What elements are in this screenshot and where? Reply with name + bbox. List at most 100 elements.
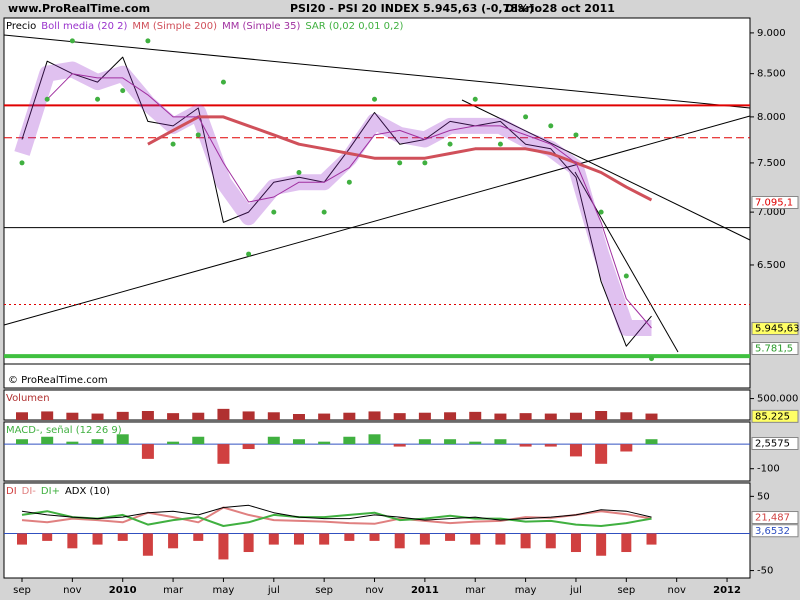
bar xyxy=(41,411,54,420)
bar xyxy=(620,412,633,420)
bar xyxy=(494,439,507,445)
bar xyxy=(394,533,405,549)
bar xyxy=(116,434,129,445)
bar xyxy=(645,439,658,445)
x-tick-label: nov xyxy=(667,585,685,596)
sar-dot xyxy=(170,141,176,147)
sar-dot xyxy=(548,123,554,129)
legend-entry: DI+ xyxy=(41,486,60,497)
sar-dot xyxy=(598,209,604,215)
price-tag-label: 2,5575 xyxy=(755,438,790,449)
y-tick-label: 9.000 xyxy=(757,28,786,39)
bar xyxy=(368,434,381,445)
bar xyxy=(544,444,557,447)
bar xyxy=(116,411,129,420)
sar-dot xyxy=(120,88,126,94)
bar xyxy=(393,413,406,420)
sar-dot xyxy=(44,96,50,102)
bar xyxy=(569,412,582,420)
date: 28 oct 2011 xyxy=(542,2,615,15)
bar xyxy=(494,413,507,420)
sar-dot xyxy=(220,79,226,85)
bar xyxy=(595,411,608,420)
sar-dot xyxy=(372,96,378,102)
trend-line xyxy=(461,99,751,241)
price-tag xyxy=(751,511,799,525)
series-line xyxy=(147,115,653,202)
bar xyxy=(192,436,205,445)
bar xyxy=(520,533,531,549)
bar xyxy=(645,413,658,420)
bar xyxy=(569,444,582,457)
period: Diario xyxy=(505,2,543,15)
series-line xyxy=(21,504,652,521)
bar xyxy=(91,413,104,420)
legend-entry: MM (Simple 200) xyxy=(132,21,217,32)
bar xyxy=(368,411,381,420)
bar xyxy=(16,412,28,420)
panel-title: Volumen xyxy=(6,393,50,404)
price-tag-label: 21,487 xyxy=(755,513,790,524)
bar xyxy=(142,533,153,556)
bar xyxy=(92,533,103,545)
trend-line xyxy=(3,34,751,109)
price-tag-label: 7.095,1 xyxy=(755,197,793,208)
bar xyxy=(519,444,532,447)
instrument: PSI20 - PSI 20 INDEX xyxy=(290,2,420,15)
bar xyxy=(369,533,380,541)
sar-dot xyxy=(649,356,654,362)
x-tick-label: may xyxy=(213,585,235,596)
x-tick-label: 2012 xyxy=(713,585,741,596)
series-line xyxy=(21,56,652,347)
bar xyxy=(620,444,633,452)
y-tick-label: -100 xyxy=(757,464,780,475)
y-tick-label: 7.500 xyxy=(757,158,786,169)
x-tick-label: 2010 xyxy=(109,585,137,596)
bar xyxy=(218,533,229,560)
bar xyxy=(418,412,431,420)
bar xyxy=(544,413,557,420)
y-tick-label: 50 xyxy=(757,491,770,502)
bar xyxy=(66,412,79,420)
bar xyxy=(418,439,431,445)
bar xyxy=(570,533,581,553)
price-tag-label: 5.781,5 xyxy=(755,344,793,355)
bar xyxy=(41,436,54,445)
legend-entry: SAR (0,02 0,01 0,2) xyxy=(305,21,403,32)
price-tag-label: 3,6532 xyxy=(755,526,790,537)
bar xyxy=(444,439,457,445)
bar xyxy=(646,533,657,545)
bar xyxy=(167,441,180,445)
x-tick-label: jul xyxy=(267,585,280,596)
quote: 5.945,63 (-0,78%) xyxy=(423,2,534,15)
sar-dot xyxy=(69,38,75,44)
bar xyxy=(42,533,53,541)
sar-dot xyxy=(573,132,579,138)
x-tick-label: mar xyxy=(465,585,486,596)
x-tick-label: mar xyxy=(163,585,184,596)
bar xyxy=(292,439,305,445)
di-panel xyxy=(3,482,751,579)
y-tick-label: 8.500 xyxy=(757,69,786,80)
bollinger-band xyxy=(14,61,652,336)
price-tag-label: 5.945,63 xyxy=(755,324,800,335)
x-tick-label: nov xyxy=(365,585,383,596)
price-tag xyxy=(751,342,799,356)
x-tick-label: sep xyxy=(617,585,635,596)
x-tick-label: jul xyxy=(569,585,582,596)
bar xyxy=(117,533,128,541)
y-tick-label: 7.000 xyxy=(757,207,786,218)
site: www.ProRealTime.com xyxy=(8,2,150,15)
bar xyxy=(217,444,230,464)
sar-dot xyxy=(95,96,101,102)
copyright: © ProRealTime.com xyxy=(8,375,108,386)
sar-dot xyxy=(321,209,327,215)
bar xyxy=(67,533,78,549)
sar-dot xyxy=(346,179,352,185)
bar xyxy=(495,533,506,545)
bar xyxy=(192,412,205,420)
bar xyxy=(445,533,456,541)
x-tick-label: may xyxy=(515,585,537,596)
y-tick-label: 8.000 xyxy=(757,112,786,123)
